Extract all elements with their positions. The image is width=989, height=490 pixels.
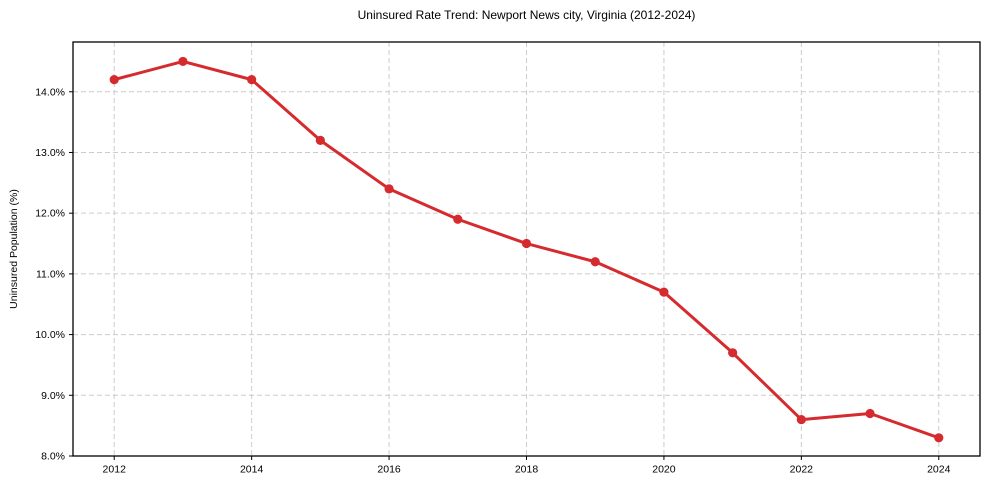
- y-tick-label: 12.0%: [35, 208, 65, 220]
- data-point-marker: [315, 135, 325, 145]
- y-tick-label: 10.0%: [35, 329, 65, 341]
- data-point-marker: [247, 75, 257, 85]
- data-point-marker: [796, 414, 806, 425]
- data-point-marker: [453, 214, 463, 224]
- y-tick-label: 8.0%: [41, 451, 65, 463]
- data-point-marker: [865, 408, 875, 419]
- x-tick-label: 2022: [790, 464, 814, 476]
- x-tick-label: 2018: [515, 464, 539, 476]
- plot-frame: [72, 41, 981, 457]
- x-tick-label: 2020: [652, 464, 676, 476]
- y-tick-label: 9.0%: [41, 390, 65, 402]
- data-point-marker: [109, 75, 119, 85]
- data-point-marker: [934, 433, 944, 443]
- chart-title: Uninsured Rate Trend: Newport News city,…: [357, 8, 696, 22]
- data-point-marker: [384, 184, 394, 194]
- y-tick-label: 13.0%: [35, 147, 65, 159]
- data-point-marker: [659, 287, 669, 297]
- data-point-marker: [178, 56, 188, 67]
- data-point-marker: [521, 238, 532, 249]
- data-point-marker: [728, 348, 738, 358]
- x-tick-label: 2016: [377, 464, 401, 476]
- x-tick-label: 2012: [103, 464, 127, 476]
- data-point-marker: [590, 257, 600, 267]
- y-tick-label: 14.0%: [35, 86, 65, 98]
- y-tick-label: 11.0%: [36, 268, 65, 280]
- x-tick-label: 2014: [240, 464, 264, 476]
- x-tick-label: 2024: [927, 464, 951, 476]
